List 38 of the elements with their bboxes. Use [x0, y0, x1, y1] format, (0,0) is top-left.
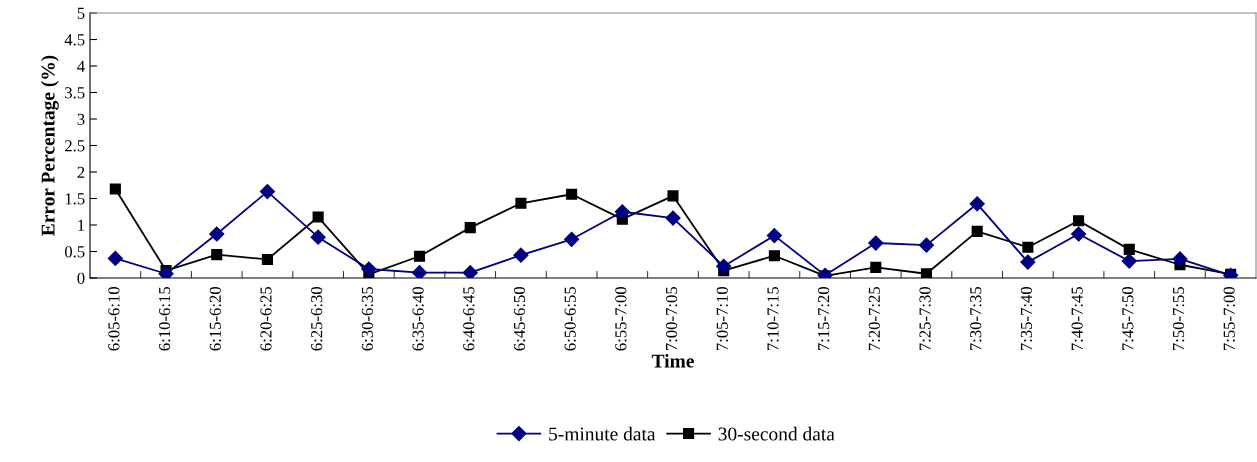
x-tick-label: 7:50-7:55: [1172, 286, 1185, 351]
x-tick-label: 7:30-7:35: [970, 286, 982, 351]
x-tick-label: 7:45-7:50: [1122, 286, 1134, 351]
x-tick-label: 7:25-7:30: [919, 286, 931, 351]
x-tick-label: 6:10-6:15: [158, 286, 171, 351]
y-axis-title: Error Percentage (%): [40, 55, 59, 236]
x-tick-label: 7:20-7:25: [868, 286, 881, 351]
x-tick-label: 6:05-6:10: [108, 286, 120, 351]
y-tick-label: 2.5: [65, 140, 85, 152]
x-tick-label: 6:20-6:25: [260, 286, 272, 351]
legend-label: 5-minute data: [549, 426, 656, 441]
x-tick-label: 7:05-7:10: [716, 286, 728, 351]
x-tick-label: 7:55-7:00: [1223, 286, 1235, 351]
x-tick-label: 6:40-6:45: [463, 286, 475, 351]
y-tick-label: 4.5: [64, 34, 85, 46]
x-tick-label: 7:40-7:45: [1071, 286, 1083, 351]
y-tick-label: 2: [77, 166, 85, 178]
x-axis-title: Time: [651, 353, 694, 368]
y-tick-label: 3.5: [65, 87, 85, 99]
y-tick-label: 1.5: [65, 193, 85, 205]
y-tick-label: 3: [77, 113, 85, 125]
x-tick-label: 7:00-7:05: [665, 286, 678, 351]
x-tick-label: 6:25-6:30: [311, 286, 323, 351]
x-tick-label: 6:45-6:50: [513, 286, 526, 351]
x-tick-label: 7:10-7:15: [767, 286, 779, 351]
x-tick-label: 6:55-7:00: [615, 286, 627, 351]
x-tick-label: 7:15-7:20: [818, 286, 830, 351]
y-tick-label: 0: [77, 272, 85, 284]
x-tick-label: 7:35-7:40: [1020, 286, 1033, 351]
x-tick-label: 6:35-6:40: [412, 286, 424, 351]
x-tick-label: 6:15-6:20: [209, 286, 221, 351]
y-tick-label: 4: [77, 60, 85, 72]
legend-label: 30-second data: [718, 426, 835, 441]
x-tick-label: 6:30-6:35: [361, 286, 374, 351]
y-tick-label: 1: [78, 219, 85, 231]
x-tick-label: 6:50-6:55: [564, 286, 576, 351]
y-tick-label: 0.5: [64, 246, 85, 258]
y-tick-label: 5: [77, 7, 85, 19]
